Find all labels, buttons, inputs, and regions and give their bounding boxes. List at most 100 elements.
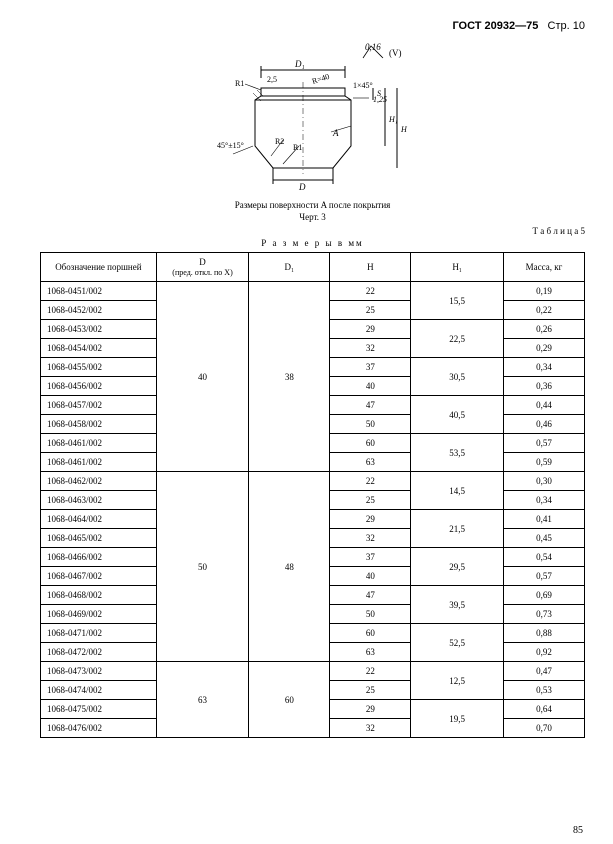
- cell-mass: 0,34: [503, 491, 584, 510]
- cell-H1: 22,5: [411, 320, 504, 358]
- cell-designation: 1068-0471/002: [41, 624, 157, 643]
- cell-designation: 1068-0456/002: [41, 377, 157, 396]
- figure-caption-1: Размеры поверхности A после покрытия: [40, 200, 585, 210]
- cell-H1: 39,5: [411, 586, 504, 624]
- svg-text:H₁: H₁: [388, 115, 398, 124]
- cell-designation: 1068-0458/002: [41, 415, 157, 434]
- cell-designation: 1068-0457/002: [41, 396, 157, 415]
- cell-mass: 0,70: [503, 719, 584, 738]
- svg-text:A: A: [332, 128, 339, 138]
- cell-designation: 1068-0465/002: [41, 529, 157, 548]
- col-D1: D₁: [249, 253, 330, 282]
- cell-H: 32: [330, 719, 411, 738]
- cell-H: 22: [330, 282, 411, 301]
- cell-D1: 48: [249, 472, 330, 662]
- svg-text:D: D: [298, 182, 306, 192]
- cell-H: 40: [330, 377, 411, 396]
- cell-designation: 1068-0467/002: [41, 567, 157, 586]
- cell-mass: 0,53: [503, 681, 584, 700]
- cell-mass: 0,57: [503, 567, 584, 586]
- table-number: Т а б л и ц а 5: [40, 226, 585, 236]
- cell-H1: 14,5: [411, 472, 504, 510]
- table-units: Р а з м е р ы в мм: [40, 238, 585, 248]
- cell-H: 60: [330, 434, 411, 453]
- cell-mass: 0,45: [503, 529, 584, 548]
- cell-designation: 1068-0466/002: [41, 548, 157, 567]
- cell-mass: 0,30: [503, 472, 584, 491]
- cell-D1: 38: [249, 282, 330, 472]
- cell-mass: 0,54: [503, 548, 584, 567]
- cell-mass: 0,59: [503, 453, 584, 472]
- cell-designation: 1068-0455/002: [41, 358, 157, 377]
- cell-H1: 12,5: [411, 662, 504, 700]
- cell-mass: 0,29: [503, 339, 584, 358]
- surface-value: 0,16: [365, 42, 381, 52]
- cell-mass: 0,19: [503, 282, 584, 301]
- cell-designation: 1068-0473/002: [41, 662, 157, 681]
- cell-H1: 53,5: [411, 434, 504, 472]
- cell-designation: 1068-0464/002: [41, 510, 157, 529]
- cell-H1: 52,5: [411, 624, 504, 662]
- table-row: 1068-0451/00240382215,50,19: [41, 282, 585, 301]
- cell-H1: 40,5: [411, 396, 504, 434]
- cell-H: 40: [330, 567, 411, 586]
- cell-mass: 0,22: [503, 301, 584, 320]
- cell-designation: 1068-0463/002: [41, 491, 157, 510]
- svg-text:2,5: 2,5: [267, 75, 277, 84]
- cell-H: 29: [330, 510, 411, 529]
- cell-H: 63: [330, 453, 411, 472]
- cell-H: 32: [330, 339, 411, 358]
- svg-text:D₁: D₁: [294, 59, 305, 69]
- cell-D1: 60: [249, 662, 330, 738]
- cell-designation: 1068-0454/002: [41, 339, 157, 358]
- svg-text:R=40: R=40: [310, 72, 330, 86]
- cell-H: 25: [330, 301, 411, 320]
- cell-designation: 1068-0451/002: [41, 282, 157, 301]
- svg-text:45°±15°: 45°±15°: [217, 141, 244, 150]
- svg-text:1×45°: 1×45°: [353, 81, 373, 90]
- cell-H: 37: [330, 548, 411, 567]
- cell-H1: 15,5: [411, 282, 504, 320]
- figure-caption-2: Черт. 3: [40, 212, 585, 222]
- col-D: D(пред. откл. по X): [156, 253, 249, 282]
- cell-mass: 0,73: [503, 605, 584, 624]
- cell-designation: 1068-0452/002: [41, 301, 157, 320]
- cell-mass: 0,57: [503, 434, 584, 453]
- cell-designation: 1068-0461/002: [41, 453, 157, 472]
- table-row: 1068-0462/00250482214,50,30: [41, 472, 585, 491]
- cell-H: 32: [330, 529, 411, 548]
- cell-designation: 1068-0476/002: [41, 719, 157, 738]
- cell-H: 50: [330, 605, 411, 624]
- cell-H1: 29,5: [411, 548, 504, 586]
- cell-designation: 1068-0469/002: [41, 605, 157, 624]
- svg-text:R1: R1: [235, 79, 244, 88]
- cell-H: 47: [330, 586, 411, 605]
- cell-mass: 0,47: [503, 662, 584, 681]
- col-H: H: [330, 253, 411, 282]
- cell-H: 29: [330, 320, 411, 339]
- dimensions-table: Обозначение поршней D(пред. откл. по X) …: [40, 252, 585, 738]
- cell-mass: 0,44: [503, 396, 584, 415]
- cell-H: 29: [330, 700, 411, 719]
- cell-H: 63: [330, 643, 411, 662]
- cell-designation: 1068-0462/002: [41, 472, 157, 491]
- svg-text:H: H: [400, 125, 408, 134]
- cell-H: 22: [330, 662, 411, 681]
- svg-text:S: S: [377, 89, 381, 98]
- cell-mass: 0,64: [503, 700, 584, 719]
- col-H1: H₁: [411, 253, 504, 282]
- table-header-row: Обозначение поршней D(пред. откл. по X) …: [41, 253, 585, 282]
- page-root: ГОСТ 20932—75 Стр. 10 0,16 (V) D₁: [0, 0, 613, 844]
- cell-H: 47: [330, 396, 411, 415]
- table-body: 1068-0451/00240382215,50,191068-0452/002…: [41, 282, 585, 738]
- surface-check: (V): [389, 48, 402, 58]
- diagram-block: 0,16 (V) D₁: [40, 38, 585, 222]
- col-mass: Масса, кг: [503, 253, 584, 282]
- cell-H: 37: [330, 358, 411, 377]
- cell-D: 40: [156, 282, 249, 472]
- cell-D: 63: [156, 662, 249, 738]
- page-label: Стр. 10: [548, 20, 585, 32]
- cell-mass: 0,69: [503, 586, 584, 605]
- table-row: 1068-0473/00263602212,50,47: [41, 662, 585, 681]
- cell-H: 22: [330, 472, 411, 491]
